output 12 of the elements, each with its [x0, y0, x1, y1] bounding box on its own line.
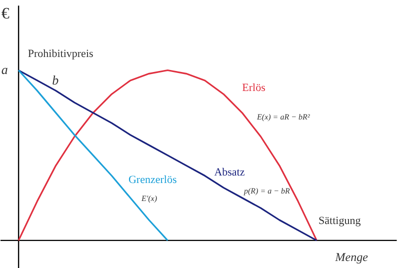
annotation: Sättigung	[318, 214, 362, 227]
y-axis-title: €	[1, 6, 10, 23]
annotation: b	[52, 72, 60, 88]
annotation: E(x) = aR − bR²	[256, 112, 310, 122]
series-label: Absatz	[214, 166, 245, 178]
annotation: p(R) = a − bR	[243, 186, 290, 196]
annotation: E'(x)	[140, 194, 158, 203]
x-axis-title: Menge	[334, 250, 369, 264]
series-label: Grenzerlös	[128, 174, 177, 186]
text: a	[1, 62, 8, 78]
series-label: Erlös	[242, 82, 266, 94]
text: Prohibitivpreis	[28, 48, 94, 60]
